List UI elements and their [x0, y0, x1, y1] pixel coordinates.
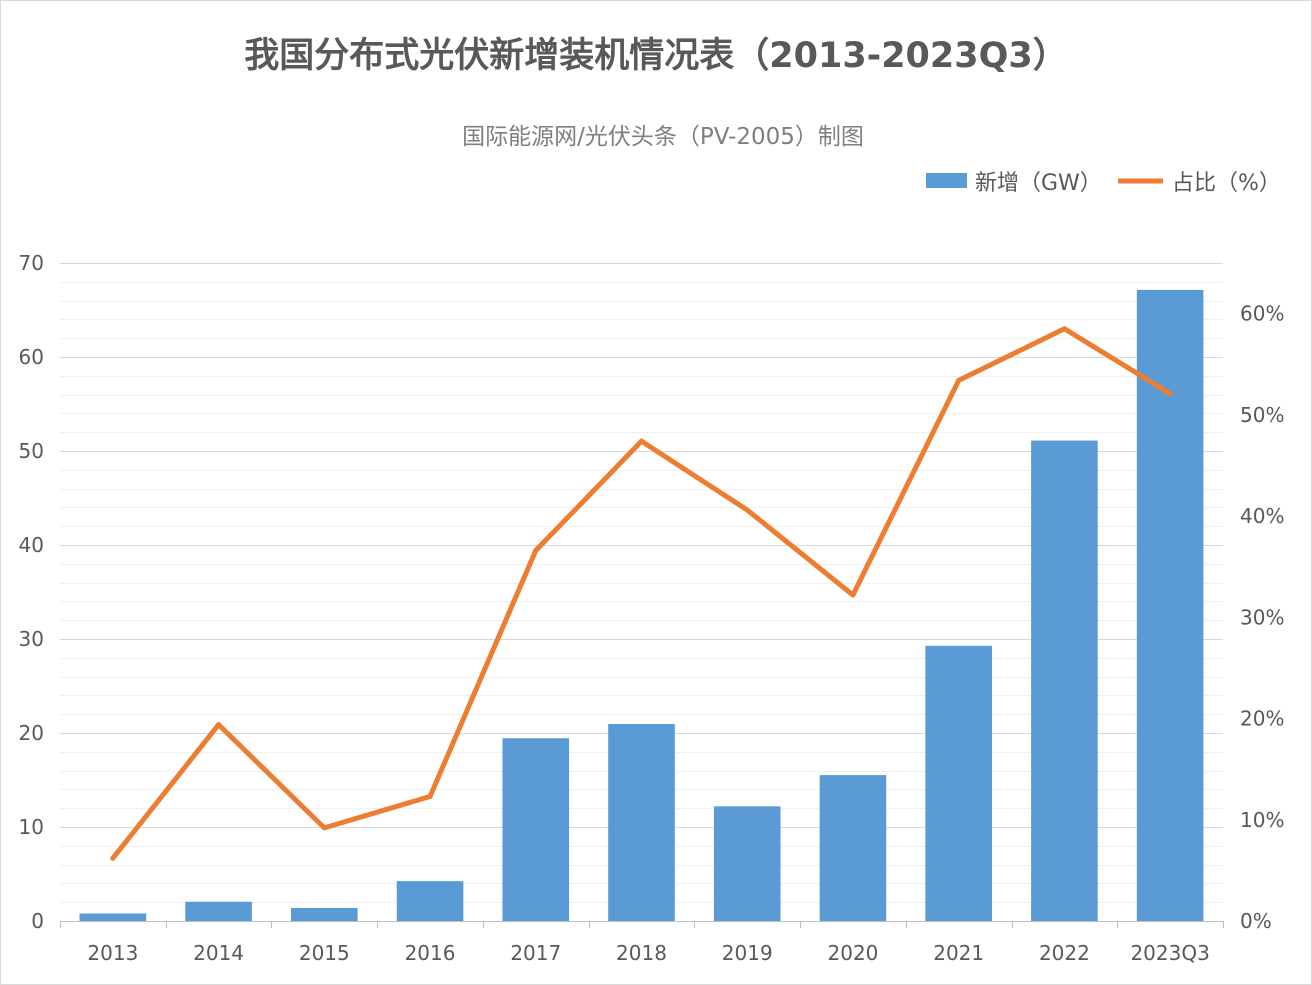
chart-title: 我国分布式光伏新增装机情况表（2013-2023Q3）	[244, 36, 1067, 76]
line-point-2022	[1061, 326, 1067, 332]
bar-2022	[1031, 440, 1098, 921]
right-axis-labels: 0% 10% 20% 30% 40% 50% 60%	[1240, 302, 1284, 933]
right-axis-tick-label: 50%	[1240, 403, 1284, 427]
right-axis-tick-label: 40%	[1240, 504, 1284, 528]
line-point-2013	[110, 855, 116, 861]
left-axis-tick-label: 10	[19, 815, 44, 839]
x-axis-tick-label: 2013	[87, 941, 138, 965]
line-point-2018	[639, 438, 644, 444]
x-axis-tick-label: 2023Q3	[1130, 941, 1209, 965]
line-point-2014	[216, 722, 222, 728]
legend: 新增（GW） 占比（%）	[926, 171, 1281, 196]
bar-2016	[396, 881, 464, 921]
x-axis-tick-label: 2019	[722, 941, 773, 965]
x-axis-tick-label: 2014	[193, 941, 244, 965]
x-axis-tick-label: 2020	[828, 941, 879, 965]
bar-2018	[608, 723, 675, 921]
right-axis-tick-label: 10%	[1240, 808, 1284, 832]
x-axis-tick-label: 2016	[405, 941, 456, 965]
bar-2013	[79, 913, 147, 921]
right-axis-tick-label: 20%	[1240, 707, 1284, 731]
right-axis-tick-label: 60%	[1240, 302, 1284, 326]
x-axis-tick-label: 2018	[616, 941, 667, 965]
x-axis-tick-label: 2022	[1039, 941, 1090, 965]
left-axis-tick-label: 70	[19, 251, 44, 275]
line-point-2023Q3	[1167, 391, 1173, 397]
x-axis-labels: 2013 2014 2015 2016 2017 2018 2019 2020 2021 2022…	[87, 941, 1209, 965]
line-point-2021	[956, 377, 962, 383]
bar-2020	[819, 775, 887, 921]
right-axis-tick-label: 30%	[1240, 605, 1284, 629]
bar-2014	[185, 901, 252, 921]
left-axis-tick-label: 40	[19, 533, 44, 557]
legend-item-new-capacity: 新增（GW）	[926, 171, 1102, 196]
left-axis-tick-label: 20	[19, 721, 44, 745]
bar-2023Q3	[1136, 289, 1204, 921]
legend-item-share: 占比（%）	[1118, 171, 1281, 196]
bar-2021	[925, 645, 992, 921]
line-point-2016	[427, 793, 433, 799]
left-axis-tick-label: 0	[31, 909, 44, 933]
bar-2017	[502, 738, 570, 921]
legend-label-new-capacity: 新增（GW）	[975, 171, 1102, 196]
line-series	[110, 326, 1173, 861]
x-axis	[60, 921, 1224, 928]
right-axis-tick-label: 0%	[1240, 909, 1272, 933]
line-point-2020	[850, 592, 856, 598]
x-axis-tick-label: 2021	[933, 941, 984, 965]
bar-2019	[713, 806, 781, 921]
x-axis-tick-label: 2017	[510, 941, 561, 965]
line-point-2019	[744, 507, 750, 513]
line-point-2015	[321, 825, 327, 831]
left-axis-tick-label: 30	[19, 627, 44, 651]
legend-label-share: 占比（%）	[1172, 171, 1281, 196]
line-point-2017	[533, 547, 539, 553]
left-axis-labels: 0 10 20 30 40 50 60 70	[19, 251, 44, 933]
bar-series	[79, 289, 1204, 921]
left-axis-tick-label: 60	[19, 345, 44, 369]
x-axis-tick-label: 2015	[299, 941, 350, 965]
left-axis-tick-label: 50	[19, 439, 44, 463]
legend-swatch-bar	[926, 173, 967, 188]
chart-subtitle: 国际能源网/光伏头条（PV-2005）制图	[462, 124, 864, 150]
bar-2015	[291, 907, 358, 921]
